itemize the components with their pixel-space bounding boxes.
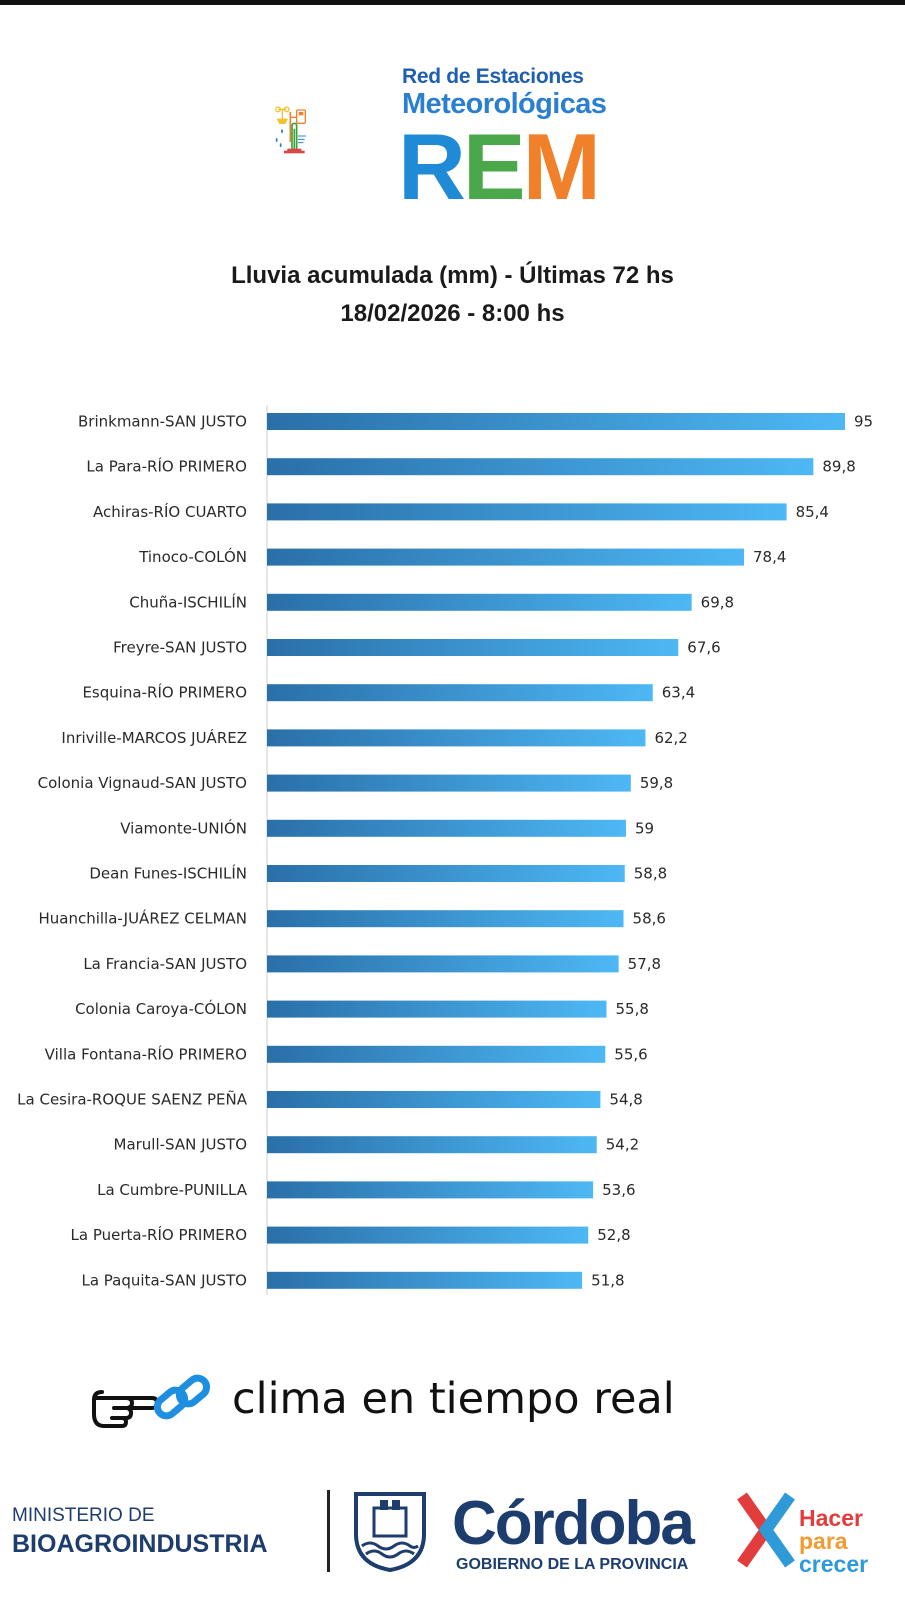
bar — [267, 819, 626, 837]
logo-line1: Red de Estaciones — [402, 65, 584, 88]
bar — [267, 413, 845, 430]
slogan-line1: Hacer — [799, 1505, 863, 1531]
bar — [267, 865, 625, 882]
realtime-link-text[interactable]: clima en tiempo real — [232, 1374, 675, 1424]
value-label: 54,2 — [606, 1136, 639, 1154]
top-border — [0, 0, 905, 5]
category-label: La Cumbre-PUNILLA — [97, 1181, 248, 1199]
bar — [267, 503, 787, 521]
value-label: 78,4 — [753, 548, 786, 566]
province-shield-icon — [354, 1492, 426, 1573]
gobierno-label: GOBIERNO DE LA PROVINCIA — [456, 1556, 689, 1573]
category-label: Chuña-ISCHILÍN — [129, 592, 247, 611]
slogan: Hacer para crecer — [799, 1507, 868, 1576]
category-label: La Puerta-RÍO PRIMERO — [71, 1225, 247, 1244]
ministry-line1: MINISTERIO DE — [12, 1505, 155, 1526]
ministry-line2: BIOAGROINDUSTRIA — [12, 1530, 268, 1558]
value-label: 57,8 — [628, 955, 661, 973]
category-label: Tinoco-COLÓN — [138, 547, 247, 566]
bar — [267, 1000, 607, 1018]
category-label: Achiras-RÍO CUARTO — [93, 502, 247, 521]
bar — [267, 1136, 597, 1154]
rem-station-logo-icon — [275, 106, 306, 154]
cordoba-wordmark: Córdoba — [452, 1489, 695, 1558]
logo-rem-e: E — [462, 114, 526, 219]
value-label: 55,8 — [615, 1000, 648, 1018]
category-label: Brinkmann-SAN JUSTO — [78, 413, 247, 431]
category-label: Freyre-SAN JUSTO — [113, 639, 247, 657]
bar — [267, 639, 679, 656]
value-label: 85,4 — [796, 503, 829, 521]
value-label: 58,8 — [634, 865, 667, 883]
logo-rem: REM — [398, 120, 601, 214]
value-label: 54,8 — [609, 1091, 642, 1109]
bar — [267, 910, 624, 928]
value-label: 95 — [854, 413, 873, 431]
value-label: 63,4 — [662, 684, 695, 702]
bar — [267, 548, 745, 566]
bar — [267, 1181, 594, 1199]
chart-date: 18/02/2026 - 8:00 hs — [340, 300, 565, 327]
bar — [267, 1091, 601, 1108]
rainfall-bar-chart: Brinkmann-SAN JUSTO 95 La Para-RÍO PRIMERO… — [17, 405, 873, 1295]
value-label: 59 — [635, 819, 654, 837]
bar — [267, 593, 692, 611]
bar — [267, 684, 653, 702]
category-label: La Paquita-SAN JUSTO — [81, 1271, 247, 1289]
bar — [267, 1271, 583, 1289]
category-label: Villa Fontana-RÍO PRIMERO — [45, 1044, 247, 1063]
value-label: 89,8 — [822, 458, 855, 476]
link-icon — [153, 1374, 211, 1420]
value-label: 58,6 — [633, 910, 666, 928]
value-label: 55,6 — [614, 1045, 647, 1063]
category-label: Marull-SAN JUSTO — [114, 1136, 248, 1154]
bar — [267, 1045, 606, 1063]
value-label: 53,6 — [602, 1181, 635, 1199]
value-label: 52,8 — [597, 1226, 630, 1244]
value-label: 59,8 — [640, 774, 673, 792]
category-label: La Francia-SAN JUSTO — [83, 955, 247, 973]
category-label: Huanchilla-JUÁREZ CELMAN — [38, 909, 247, 928]
category-label: La Cesira-ROQUE SAENZ PEÑA — [17, 1090, 248, 1109]
slogan-line2: para — [799, 1528, 848, 1554]
value-label: 67,6 — [687, 639, 720, 657]
category-label: Esquina-RÍO PRIMERO — [82, 683, 247, 702]
footer-divider — [327, 1490, 330, 1572]
value-label: 69,8 — [701, 593, 734, 611]
bar — [267, 1226, 589, 1244]
value-label: 51,8 — [591, 1271, 624, 1289]
pointing-hand-icon — [92, 1390, 158, 1428]
bar — [267, 458, 814, 476]
slogan-x-icon — [737, 1492, 795, 1568]
category-label: La Para-RÍO PRIMERO — [86, 457, 247, 476]
category-label: Inriville-MARCOS JUÁREZ — [61, 728, 247, 747]
category-label: Colonia Vignaud-SAN JUSTO — [38, 774, 247, 792]
category-label: Dean Funes-ISCHILÍN — [89, 864, 247, 883]
chart-title: Lluvia acumulada (mm) - Últimas 72 hs — [231, 262, 674, 289]
logo-rem-m: M — [522, 114, 601, 219]
value-label: 62,2 — [654, 729, 687, 747]
bar — [267, 729, 646, 747]
realtime-link[interactable]: clima en tiempo real — [92, 1372, 792, 1432]
bar — [267, 955, 619, 973]
logo-line2: Meteorológicas — [402, 88, 607, 120]
bar — [267, 774, 631, 792]
category-label: Colonia Caroya-CÓLON — [75, 999, 247, 1018]
logo-rem-r: R — [398, 114, 466, 219]
category-label: Viamonte-UNIÓN — [120, 818, 247, 837]
slogan-line3: crecer — [799, 1551, 869, 1577]
